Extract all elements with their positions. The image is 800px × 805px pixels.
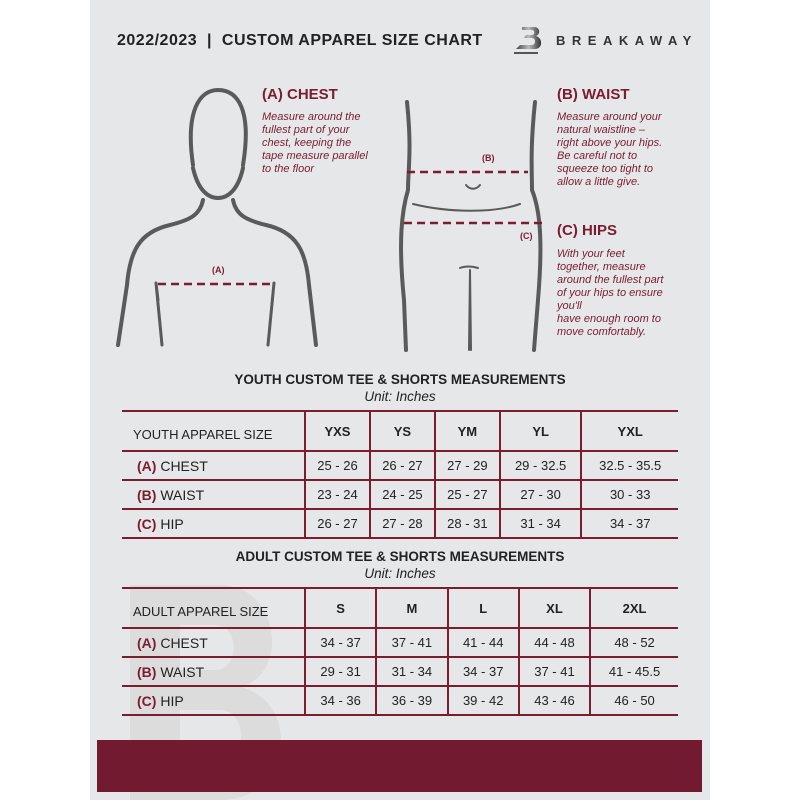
youth-table-title: YOUTH CUSTOM TEE & SHORTS MEASUREMENTS	[234, 372, 566, 387]
footer-bar	[97, 740, 702, 792]
row-letter: (B)	[137, 663, 157, 680]
row-label: (C) HIP	[122, 508, 305, 539]
size-header: ADULT APPAREL SIZE	[122, 587, 305, 629]
cell: 29 - 31	[303, 656, 377, 687]
table-row: (A) CHEST 25 - 26 26 - 27 27 - 29 29 - 3…	[122, 450, 678, 481]
measure-lines	[158, 170, 545, 286]
cell: 30 - 33	[580, 479, 678, 510]
cell: 26 - 27	[368, 450, 435, 481]
cell: 34 - 36	[303, 685, 377, 716]
table-row: (A) CHEST 34 - 37 37 - 41 41 - 44 44 - 4…	[122, 627, 678, 658]
row-name: HIP	[160, 515, 184, 532]
size-col: YXS	[304, 410, 370, 452]
table-header-row: ADULT APPAREL SIZE S M L XL 2XL	[122, 587, 678, 629]
row-letter: (A)	[137, 634, 157, 651]
row-label: (C) HIP	[122, 685, 305, 716]
cell: 43 - 46	[517, 685, 591, 716]
cell: 48 - 52	[589, 627, 678, 658]
cell: 28 - 31	[433, 508, 500, 539]
adult-table-unit: Unit: Inches	[364, 566, 436, 581]
cell: 46 - 50	[589, 685, 678, 716]
brand-name: BREAKAWAY	[556, 33, 698, 48]
cell: 24 - 25	[368, 479, 435, 510]
cell: 26 - 27	[304, 508, 370, 539]
cell: 44 - 48	[517, 627, 591, 658]
size-col: L	[446, 587, 519, 629]
waist-description: Measure around your natural waistline – …	[557, 111, 663, 188]
cell: 23 - 24	[304, 479, 370, 510]
lower-body-figure	[399, 100, 543, 352]
size-col: 2XL	[589, 587, 678, 629]
cell: 32.5 - 35.5	[580, 450, 678, 481]
table-row: (B) WAIST 29 - 31 31 - 34 34 - 37 37 - 4…	[122, 656, 678, 687]
size-col: YL	[498, 410, 582, 452]
row-letter: (B)	[137, 486, 157, 503]
upper-body-figure	[116, 87, 318, 347]
row-label: (A) CHEST	[122, 450, 305, 481]
hips-description: With your feet together, measure around …	[557, 248, 664, 338]
youth-size-table: YOUTH APPAREL SIZE YXS YS YM YL YXL (A) …	[122, 410, 678, 539]
adult-table-title: ADULT CUSTOM TEE & SHORTS MEASUREMENTS	[235, 549, 565, 564]
row-letter: (C)	[137, 515, 157, 532]
adult-size-table: ADULT APPAREL SIZE S M L XL 2XL (A) CHES…	[122, 587, 678, 716]
size-col: YM	[433, 410, 500, 452]
row-letter: (C)	[137, 692, 157, 709]
cell: 37 - 41	[375, 627, 448, 658]
cell: 27 - 28	[368, 508, 435, 539]
row-label: (B) WAIST	[122, 479, 305, 510]
waist-marker: (B)	[482, 153, 495, 163]
row-name: WAIST	[160, 486, 205, 503]
row-name: HIP	[160, 692, 184, 709]
body-measurement-illustrations	[116, 87, 545, 352]
breakaway-logo-icon	[514, 27, 542, 54]
row-name: CHEST	[160, 457, 208, 474]
size-col: YS	[368, 410, 435, 452]
chest-heading: (A) CHEST	[262, 86, 338, 103]
cell: 25 - 26	[304, 450, 370, 481]
row-label: (B) WAIST	[122, 656, 305, 687]
cell: 36 - 39	[375, 685, 448, 716]
cell: 34 - 37	[580, 508, 678, 539]
row-name: CHEST	[160, 634, 208, 651]
table-row: (B) WAIST 23 - 24 24 - 25 25 - 27 27 - 3…	[122, 479, 678, 510]
table-header-row: YOUTH APPAREL SIZE YXS YS YM YL YXL	[122, 410, 678, 452]
hips-heading: (C) HIPS	[557, 222, 617, 239]
size-header: YOUTH APPAREL SIZE	[122, 410, 305, 452]
cell: 31 - 34	[498, 508, 582, 539]
hips-marker: (C)	[520, 231, 533, 241]
cell: 25 - 27	[433, 479, 500, 510]
cell: 39 - 42	[446, 685, 519, 716]
size-col: M	[375, 587, 448, 629]
cell: 34 - 37	[446, 656, 519, 687]
youth-table-unit: Unit: Inches	[364, 389, 436, 404]
page-title: 2022/2023 | CUSTOM APPAREL SIZE CHART	[117, 32, 483, 49]
size-col: YXL	[580, 410, 678, 452]
cell: 41 - 44	[446, 627, 519, 658]
chest-description: Measure around the fullest part of your …	[262, 111, 368, 175]
cell: 27 - 29	[433, 450, 500, 481]
row-letter: (A)	[137, 457, 157, 474]
chest-marker: (A)	[212, 265, 225, 275]
cell: 31 - 34	[375, 656, 448, 687]
cell: 27 - 30	[498, 479, 582, 510]
cell: 41 - 45.5	[589, 656, 678, 687]
row-name: WAIST	[160, 663, 205, 680]
size-col: XL	[517, 587, 591, 629]
table-row: (C) HIP 26 - 27 27 - 28 28 - 31 31 - 34 …	[122, 508, 678, 539]
table-row: (C) HIP 34 - 36 36 - 39 39 - 42 43 - 46 …	[122, 685, 678, 716]
waist-heading: (B) WAIST	[557, 86, 630, 103]
row-label: (A) CHEST	[122, 627, 305, 658]
cell: 34 - 37	[303, 627, 377, 658]
cell: 37 - 41	[517, 656, 591, 687]
cell: 29 - 32.5	[498, 450, 582, 481]
size-col: S	[303, 587, 377, 629]
